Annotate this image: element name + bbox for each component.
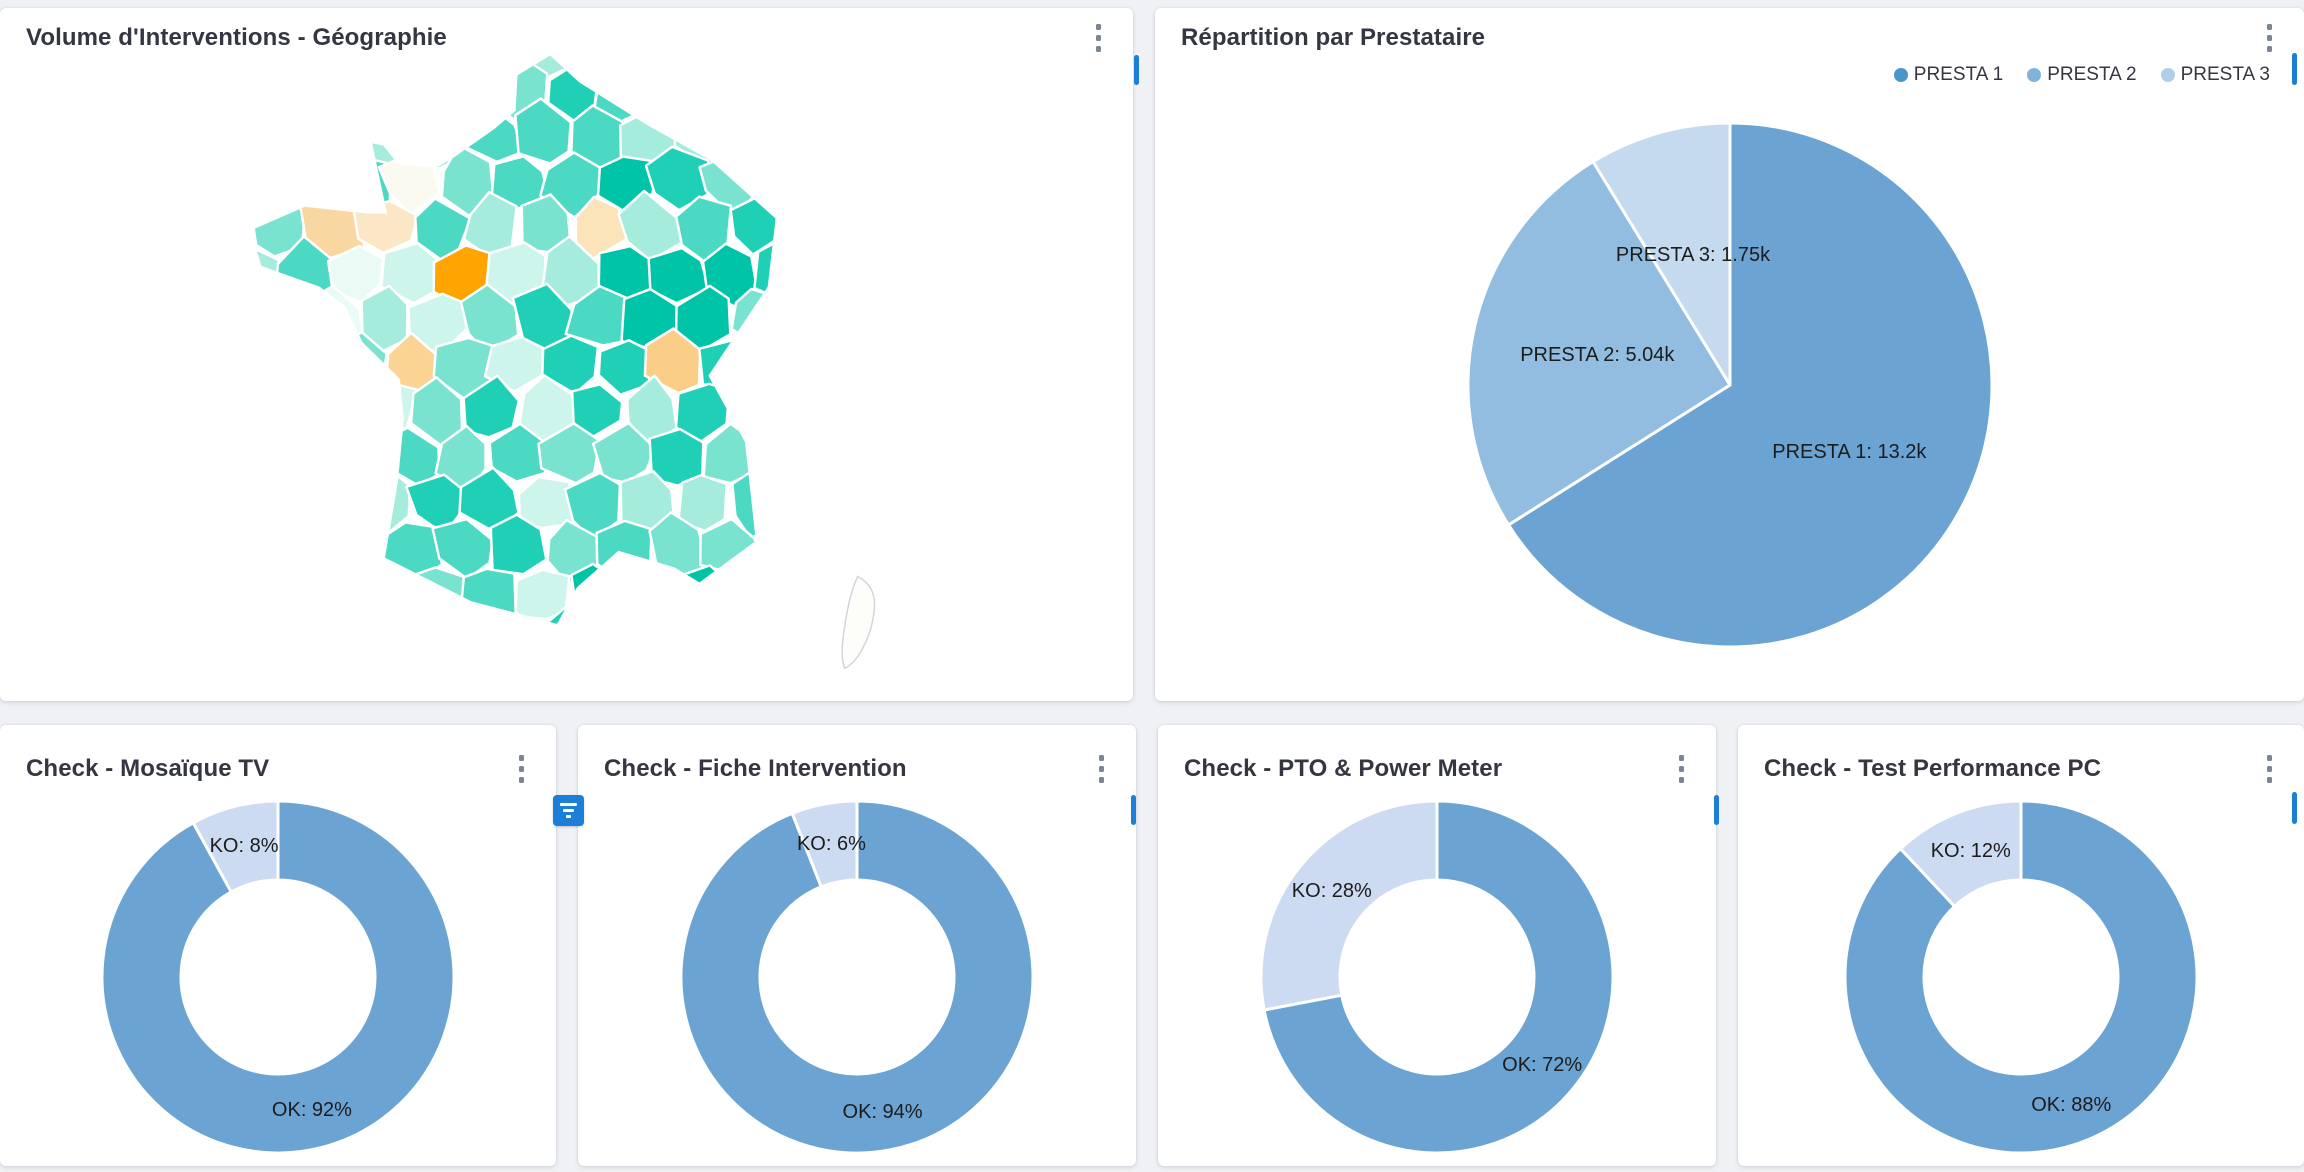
svg-text:PRESTA 3: 1.75k: PRESTA 3: 1.75k: [1616, 244, 1771, 266]
kebab-icon: [1095, 24, 1101, 30]
panel-geo-map: Volume d'Interventions - Géographie: [0, 8, 1133, 701]
panel-menu-button[interactable]: [1088, 751, 1114, 787]
panel-check-fiche-intervention: Check - Fiche Intervention OK: 94% KO: 6%: [578, 725, 1136, 1166]
panel-title-check-mosaique: Check - Mosaïque TV: [26, 755, 270, 782]
panel-presta-pie: Répartition par Prestataire PRESTA 1 PRE…: [1155, 8, 2304, 701]
kebab-icon: [518, 755, 524, 761]
panel-scrollbar-thumb[interactable]: [1134, 55, 1139, 85]
svg-text:KO: 28%: KO: 28%: [1292, 880, 1372, 902]
kebab-icon: [1678, 755, 1684, 761]
legend-label: PRESTA 3: [2180, 64, 2270, 85]
svg-text:KO: 8%: KO: 8%: [210, 835, 279, 857]
svg-text:KO: 12%: KO: 12%: [1931, 840, 2011, 862]
svg-text:OK: 94%: OK: 94%: [843, 1101, 923, 1123]
panel-scrollbar-thumb[interactable]: [1714, 795, 1719, 825]
svg-text:KO: 6%: KO: 6%: [797, 833, 866, 855]
panel-menu-button[interactable]: [508, 751, 534, 787]
legend-color-dot: [1893, 68, 1908, 82]
pie-legend: PRESTA 1 PRESTA 2 PRESTA 3: [1893, 64, 2270, 86]
kebab-icon: [2266, 24, 2272, 30]
filter-icon: [560, 803, 577, 806]
panel-title-check-pto: Check - PTO & Power Meter: [1184, 755, 1503, 782]
legend-label: PRESTA 2: [2047, 64, 2137, 85]
legend-label: PRESTA 1: [1913, 64, 2004, 85]
panel-check-pto-power-meter: Check - PTO & Power Meter OK: 72% KO: 28%: [1158, 725, 1716, 1166]
panel-scrollbar-thumb[interactable]: [2292, 792, 2297, 824]
panel-scrollbar-thumb[interactable]: [2292, 53, 2297, 85]
test-performance-pc-donut-chart[interactable]: OK: 88% KO: 12%: [1738, 725, 2304, 1166]
panel-menu-button[interactable]: [1085, 20, 1111, 56]
panel-check-mosaique-tv: Check - Mosaïque TV OK: 92% KO: 8%: [0, 725, 556, 1166]
panel-title-check-fiche: Check - Fiche Intervention: [604, 755, 907, 782]
panel-title-geo: Volume d'Interventions - Géographie: [26, 24, 447, 51]
panel-title-presta: Répartition par Prestataire: [1181, 24, 1486, 51]
svg-text:PRESTA 1: 13.2k: PRESTA 1: 13.2k: [1772, 441, 1927, 463]
svg-text:OK: 72%: OK: 72%: [1502, 1054, 1582, 1076]
svg-text:OK: 88%: OK: 88%: [2031, 1094, 2111, 1116]
presta-pie-chart[interactable]: PRESTA 1: 13.2k PRESTA 2: 5.04k PRESTA 3: …: [1155, 8, 2304, 701]
legend-color-dot: [2027, 68, 2042, 82]
panel-title-check-test-pc: Check - Test Performance PC: [1764, 755, 2102, 782]
legend-item-presta2[interactable]: PRESTA 2: [2027, 64, 2137, 86]
panel-menu-button[interactable]: [2256, 751, 2282, 787]
filter-button[interactable]: [553, 795, 584, 826]
svg-text:OK: 92%: OK: 92%: [272, 1099, 352, 1121]
legend-item-presta3[interactable]: PRESTA 3: [2160, 64, 2270, 86]
panel-check-test-performance-pc: Check - Test Performance PC OK: 88% KO: 1…: [1738, 725, 2304, 1166]
legend-color-dot: [2160, 68, 2175, 82]
mosaique-tv-donut-chart[interactable]: OK: 92% KO: 8%: [0, 725, 556, 1166]
legend-item-presta1[interactable]: PRESTA 1: [1893, 64, 2004, 86]
panel-menu-button[interactable]: [1668, 751, 1694, 787]
kebab-icon: [1098, 755, 1104, 761]
france-choropleth-map[interactable]: [0, 8, 1133, 701]
svg-text:PRESTA 2: 5.04k: PRESTA 2: 5.04k: [1520, 344, 1675, 366]
panel-scrollbar-thumb[interactable]: [1131, 795, 1136, 825]
kebab-icon: [2266, 755, 2272, 761]
pto-power-meter-donut-chart[interactable]: OK: 72% KO: 28%: [1158, 725, 1716, 1166]
panel-menu-button[interactable]: [2256, 20, 2282, 56]
fiche-intervention-donut-chart[interactable]: OK: 94% KO: 6%: [578, 725, 1136, 1166]
